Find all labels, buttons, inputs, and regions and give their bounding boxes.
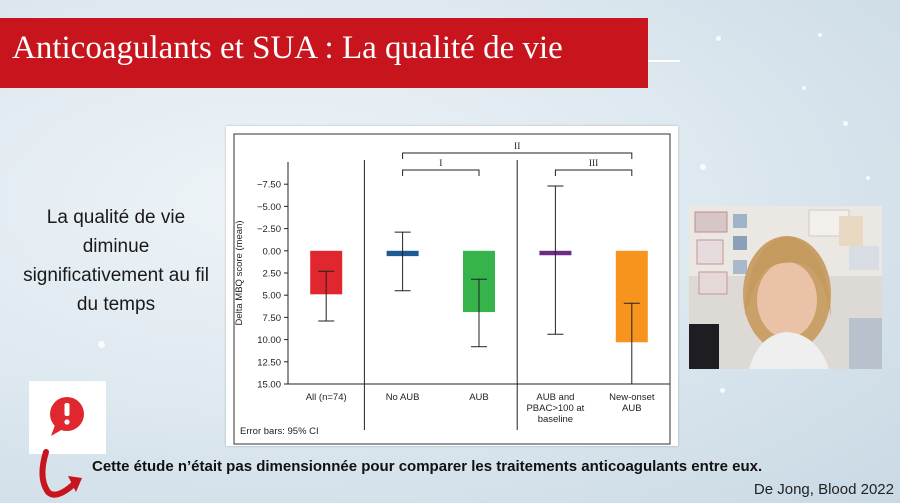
summary-text: La qualité de vie diminue significativem… — [23, 207, 209, 315]
decor-dot — [818, 33, 822, 37]
comparison-label: II — [514, 142, 520, 152]
y-tick-label: 10.00 — [257, 335, 281, 346]
comparison-label: III — [589, 159, 599, 169]
chart-panel: −7.50 −5.00 −2.50 0.00 2.50 5.00 7.50 10.00 12.5… — [226, 126, 678, 446]
y-tick-label: −7.50 — [257, 180, 281, 191]
citation: De Jong, Blood 2022 — [753, 481, 894, 498]
x-tick-label: AUB and — [536, 392, 574, 403]
y-tick-label: 5.00 — [263, 291, 282, 302]
y-tick-label: 12.50 — [257, 357, 281, 368]
comparison-bracket — [402, 169, 480, 176]
comparison-bracket — [402, 152, 633, 159]
mbq-bar-chart: −7.50 −5.00 −2.50 0.00 2.50 5.00 7.50 10.00 12.5… — [233, 133, 671, 445]
x-tick-label: AUB — [469, 392, 489, 403]
exclamation-speech-bubble-icon — [50, 397, 84, 436]
y-tick-label: 2.50 — [263, 269, 282, 280]
decor-dot — [98, 341, 105, 348]
speaker-video-frame — [689, 206, 882, 369]
decor-dot — [720, 388, 725, 393]
warning-callout — [29, 381, 106, 454]
x-tick-label: PBAC>100 at — [526, 403, 584, 414]
decor-dot — [700, 164, 706, 170]
x-tick-label: baseline — [538, 414, 573, 425]
slide-title: Anticoagulants et SUA : La qualité de vi… — [12, 30, 563, 66]
title-banner — [0, 18, 648, 88]
y-axis-label: Delta MBQ score (mean) — [234, 220, 245, 325]
chart-footnote: Error bars: 95% CI — [240, 426, 319, 437]
decor-dot — [716, 36, 721, 41]
speaker-video[interactable] — [689, 206, 882, 369]
x-tick-label: All (n=74) — [306, 392, 347, 403]
decor-dot — [866, 176, 870, 180]
y-tick-label: 7.50 — [263, 313, 282, 324]
chart-frame — [233, 133, 671, 445]
y-tick-label: −5.00 — [257, 202, 281, 213]
title-divider — [648, 60, 680, 62]
y-tick-label: 15.00 — [257, 380, 281, 391]
y-tick-label: 0.00 — [263, 246, 282, 257]
bottom-note: Cette étude n’était pas dimensionnée pou… — [92, 458, 763, 475]
x-tick-label: No AUB — [386, 392, 420, 403]
comparison-bracket — [554, 169, 633, 176]
y-tick-label: −2.50 — [257, 224, 281, 235]
decor-dot — [843, 121, 848, 126]
curved-arrow-icon — [39, 449, 82, 498]
decor-dot — [802, 86, 806, 90]
x-tick-label: AUB — [622, 403, 642, 414]
comparison-label: I — [439, 159, 442, 169]
x-tick-label: New-onset — [609, 392, 655, 403]
